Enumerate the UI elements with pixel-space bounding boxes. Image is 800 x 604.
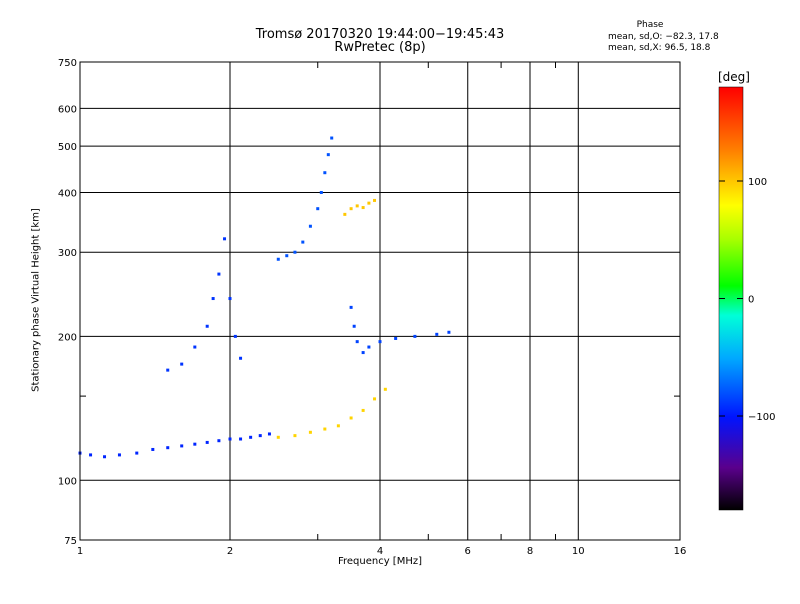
echo-point — [249, 435, 253, 439]
echo-point — [239, 437, 243, 441]
y-tick-label: 200 — [58, 332, 77, 343]
echo-point — [394, 336, 398, 340]
echo-point — [205, 324, 209, 328]
x-tick-label: 10 — [572, 546, 585, 557]
y-tick-label: 300 — [58, 248, 77, 259]
echo-point — [361, 206, 365, 210]
echo-point — [383, 387, 387, 391]
echo-point — [447, 330, 451, 334]
echo-point — [180, 362, 184, 366]
echo-point — [413, 334, 417, 338]
echo-point — [326, 153, 330, 157]
phase-stats-o-mode: mean, sd,O: −82.3, 17.8 — [608, 32, 719, 42]
colorbar-tick-label: −100 — [748, 412, 775, 423]
echo-point — [151, 447, 155, 451]
phase-stats-x-mode: mean, sd,X: 96.5, 18.8 — [608, 43, 711, 53]
x-tick-label: 4 — [377, 546, 383, 557]
echo-point — [193, 442, 197, 446]
echo-point — [166, 446, 170, 450]
echo-point — [316, 207, 320, 211]
echo-point — [211, 297, 215, 301]
echo-point — [323, 171, 327, 175]
x-tick-label: 6 — [465, 546, 471, 557]
echo-point — [258, 434, 262, 438]
echo-point — [361, 408, 365, 412]
echo-point — [293, 250, 297, 254]
echo-point — [233, 334, 237, 338]
x-tick-label: 2 — [227, 546, 233, 557]
y-tick-label: 500 — [58, 142, 77, 153]
echo-point — [330, 136, 334, 140]
y-tick-label: 100 — [58, 476, 77, 487]
x-tick-label: 1 — [77, 546, 83, 557]
chart-subtitle: RwPretec (8p) — [334, 40, 426, 55]
chart-title: Tromsø 20170320 19:44:00−19:45:43 — [255, 27, 505, 42]
echo-point — [355, 340, 359, 344]
echo-point — [349, 305, 353, 309]
echo-point — [308, 430, 312, 434]
echo-point — [276, 435, 280, 439]
echo-point — [89, 453, 93, 457]
colorbar-unit-label: [deg] — [718, 70, 750, 84]
x-tick-label: 16 — [674, 546, 687, 557]
echo-point — [378, 340, 382, 344]
echo-point — [308, 224, 312, 228]
echo-point — [355, 204, 359, 208]
echo-point — [367, 201, 371, 205]
echo-point — [373, 397, 377, 401]
echo-point — [239, 356, 243, 360]
echo-point — [349, 207, 353, 211]
x-tick-label: 8 — [527, 546, 533, 557]
x-axis-label: Frequency [MHz] — [337, 556, 423, 567]
echo-point — [352, 324, 356, 328]
echo-point — [276, 257, 280, 261]
echo-point — [193, 345, 197, 349]
y-tick-label: 400 — [58, 188, 77, 199]
y-axis-label: Stationary phase Virtual Height [km] — [30, 208, 42, 392]
echo-point — [285, 254, 289, 258]
echo-point — [180, 444, 184, 448]
echo-point — [349, 416, 353, 420]
echo-point — [103, 455, 107, 459]
echo-point — [373, 198, 377, 202]
echo-point — [343, 212, 347, 216]
echo-point — [166, 368, 170, 372]
echo-point — [217, 272, 221, 276]
echo-point — [367, 345, 371, 349]
echo-point — [323, 427, 327, 431]
echo-point — [435, 332, 439, 336]
phase-stats-heading: Phase — [636, 20, 664, 30]
echo-point — [293, 434, 297, 438]
y-tick-label: 750 — [58, 58, 77, 69]
echo-point — [117, 453, 121, 457]
echo-point — [228, 437, 232, 441]
echo-point — [301, 240, 305, 244]
echo-point — [228, 297, 232, 301]
echo-point — [319, 190, 323, 194]
echo-point — [361, 351, 365, 355]
colorbar-tick-label: 0 — [748, 295, 754, 306]
echo-point — [336, 424, 340, 428]
echo-point — [205, 440, 209, 444]
echo-point — [223, 237, 227, 241]
echo-point — [267, 432, 271, 436]
echo-point — [135, 451, 139, 455]
plot-frame — [79, 61, 681, 541]
y-tick-label: 600 — [58, 104, 77, 115]
y-tick-label: 75 — [64, 536, 77, 547]
echo-point — [217, 439, 221, 443]
colorbar-tick-label: 100 — [748, 177, 767, 188]
